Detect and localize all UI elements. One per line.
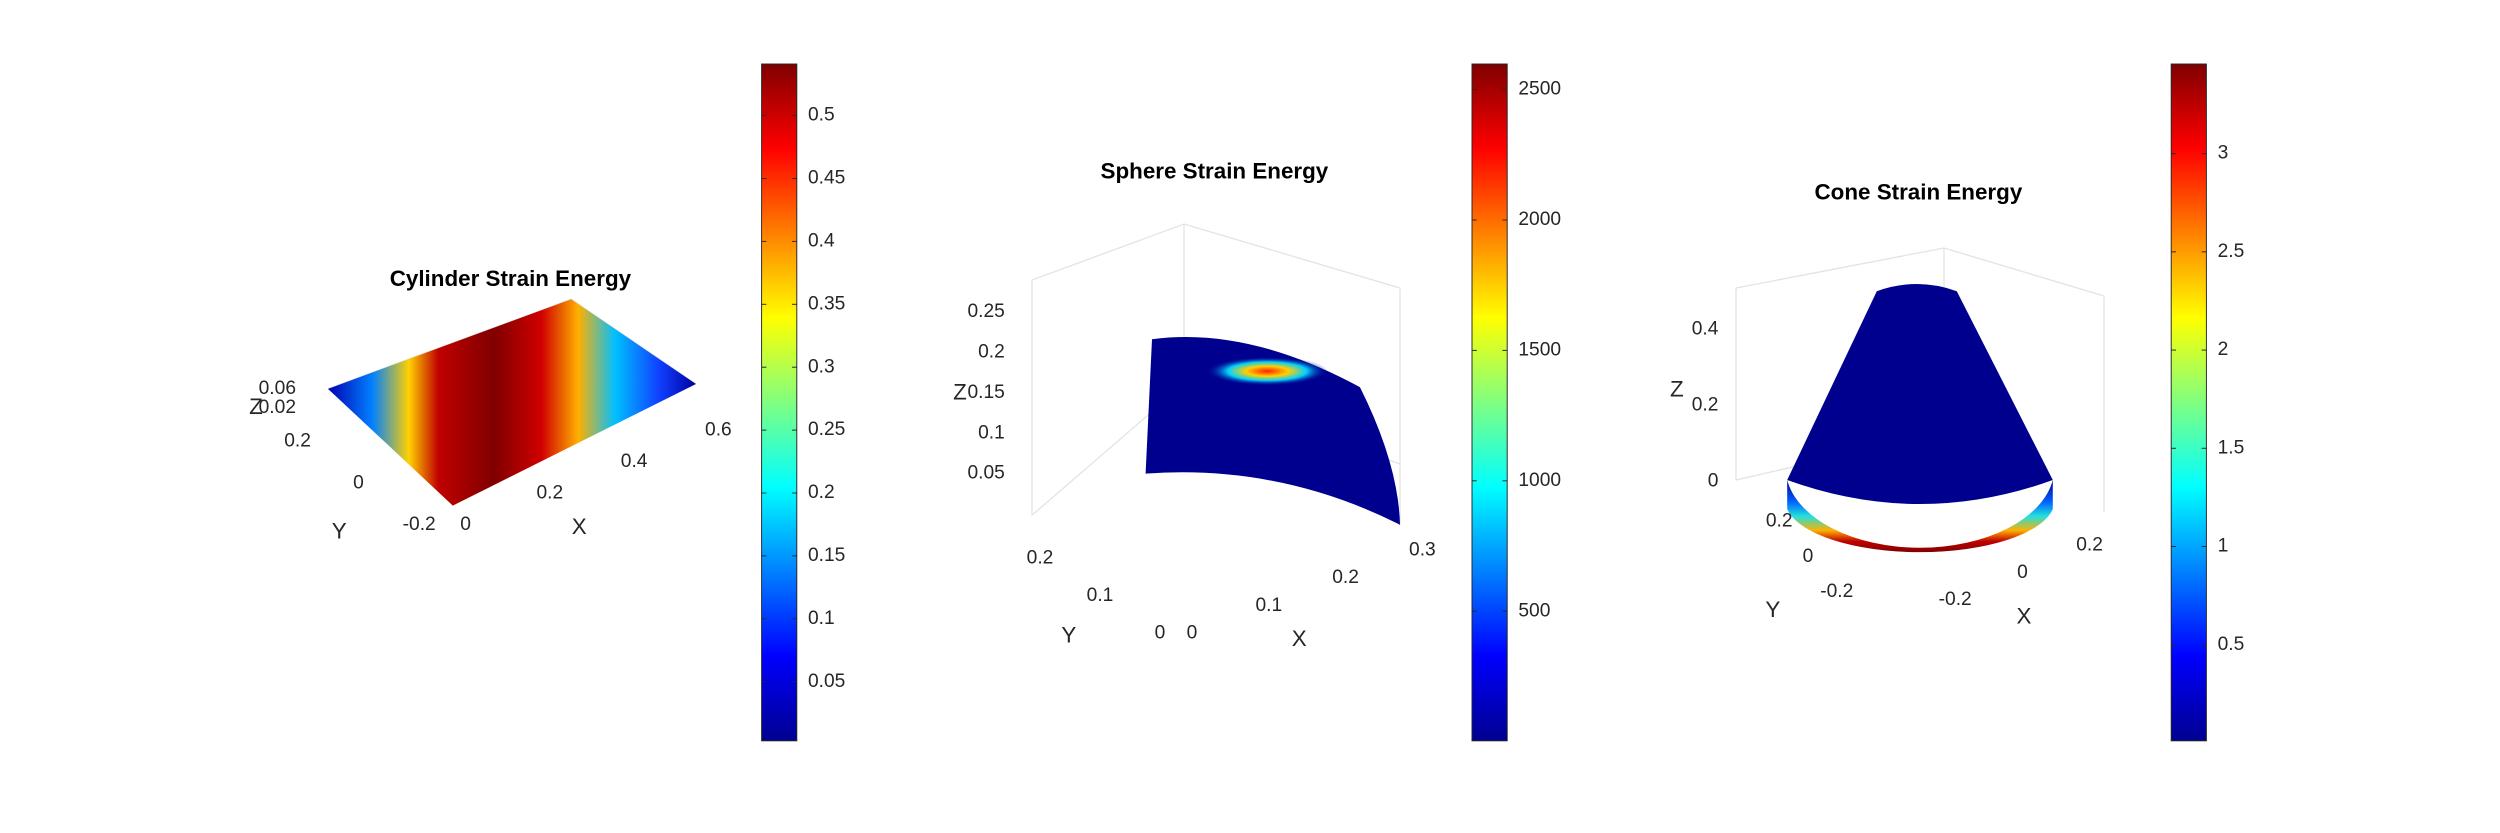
y-tick-label: -0.2 (403, 514, 436, 535)
colorbar-tick-label: 2 (2218, 339, 2229, 360)
z-tick-label: 0 (1708, 471, 1719, 492)
colorbar (1471, 63, 1508, 742)
x-tick-label: 0.1 (1255, 595, 1282, 616)
y-tick-label: 0 (1803, 546, 1814, 567)
x-axis-label: X (572, 514, 587, 539)
z-tick-label: 0.06 (259, 378, 296, 399)
x-tick-label: 0 (2017, 562, 2028, 583)
x-axis-label: X (2017, 604, 2032, 629)
colorbar-tick-label: 0.5 (2218, 634, 2245, 655)
colorbar-tick-label: 2500 (1518, 79, 1561, 100)
x-tick-label: 0 (460, 514, 471, 535)
colorbar-tick-label: 0.15 (808, 545, 845, 566)
colorbar-tick-label: 0.25 (808, 419, 845, 440)
z-tick-label: 0.15 (967, 382, 1004, 403)
colorbar (761, 63, 798, 742)
z-tick-label: 0.1 (978, 422, 1005, 443)
colorbar-tick-label: 1.5 (2218, 437, 2245, 458)
x-tick-label: 0.2 (537, 482, 564, 503)
z-axis-label: Z (953, 380, 967, 405)
colorbar-tick-label: 3 (2218, 143, 2229, 164)
x-tick-label: 0.3 (1409, 539, 1436, 560)
colorbar (2170, 63, 2207, 742)
cone-surface (1735, 247, 2105, 553)
colorbar-tick-label: 2000 (1518, 209, 1561, 230)
z-tick-label: 0.4 (1692, 319, 1719, 340)
chart-title: Cylinder Strain Energy (390, 266, 632, 291)
y-tick-label: 0 (353, 472, 364, 493)
colorbar-tick-label: 0.35 (808, 293, 845, 314)
x-tick-label: 0.6 (705, 419, 732, 440)
z-tick-label: 0.25 (967, 301, 1004, 322)
z-axis-label: Z (249, 394, 263, 419)
sphere-surface (1031, 223, 1401, 525)
colorbar-tick-label: 0.1 (808, 608, 835, 629)
chart-title: Cone Strain Energy (1815, 180, 2023, 205)
colorbar-tick-label: 2.5 (2218, 241, 2245, 262)
x-tick-label: 0.2 (2076, 535, 2103, 556)
y-axis-label: Y (332, 519, 347, 544)
x-tick-label: -0.2 (1939, 589, 1972, 610)
x-axis-label: X (1292, 626, 1307, 651)
y-tick-label: 0.2 (1766, 511, 1793, 532)
x-tick-label: 0 (1187, 623, 1198, 644)
z-tick-label: 0.02 (259, 397, 296, 418)
x-tick-label: 0.4 (621, 451, 648, 472)
chart-title: Sphere Strain Energy (1101, 159, 1329, 184)
y-tick-label: -0.2 (1820, 581, 1853, 602)
colorbar-tick-label: 0.2 (808, 482, 835, 503)
colorbar-tick-label: 0.5 (808, 105, 835, 126)
y-axis-label: Y (1765, 597, 1780, 622)
y-tick-label: 0.2 (284, 431, 311, 452)
y-tick-label: 0.1 (1087, 585, 1114, 606)
y-axis-label: Y (1061, 623, 1076, 648)
colorbar-tick-label: 1500 (1518, 339, 1561, 360)
x-tick-label: 0.2 (1332, 567, 1359, 588)
colorbar-tick-label: 500 (1518, 600, 1550, 621)
cylinder-surface (327, 298, 697, 506)
z-tick-label: 0.05 (967, 463, 1004, 484)
colorbar-tick-label: 0.3 (808, 356, 835, 377)
colorbar-tick-label: 0.4 (808, 230, 835, 251)
colorbar-tick-label: 0.45 (808, 168, 845, 189)
z-tick-label: 0.2 (978, 341, 1005, 362)
y-tick-label: 0 (1155, 623, 1166, 644)
z-axis-label: Z (1670, 376, 1684, 401)
colorbar-tick-label: 1 (2218, 536, 2229, 557)
colorbar-tick-label: 0.05 (808, 671, 845, 692)
z-tick-label: 0.2 (1692, 395, 1719, 416)
colorbar-tick-label: 1000 (1518, 470, 1561, 491)
y-tick-label: 0.2 (1027, 547, 1054, 568)
